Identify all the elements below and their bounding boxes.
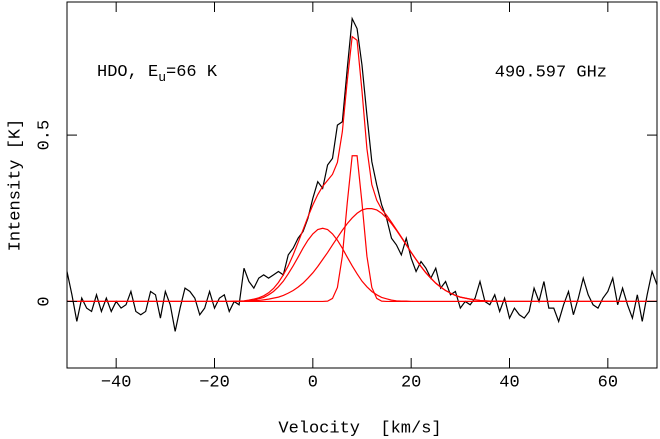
line	[67, 208, 657, 303]
annotation: HDO, Eu=66 K	[97, 63, 218, 85]
x-tick-label: 40	[499, 373, 519, 392]
y-tick-label: 0.5	[35, 120, 54, 151]
plot-area	[67, 16, 657, 332]
x-tick-label: 60	[598, 373, 618, 392]
x-tick-label: 20	[401, 373, 421, 392]
y-tick-label: 0	[35, 296, 54, 306]
frame	[66, 1, 658, 369]
annotation-text: HDO, E	[97, 63, 158, 82]
x-tick-label: −40	[101, 373, 132, 392]
x-axis-label: Velocity [km/s]	[278, 419, 441, 438]
y-axis-label: Intensity [K]	[6, 119, 25, 252]
annotation: 490.597 GHz	[495, 63, 607, 82]
line	[67, 35, 657, 303]
annotation-text: =66 K	[166, 63, 218, 82]
annotation-subscript: u	[158, 70, 166, 85]
line	[67, 16, 657, 332]
x-tick-label: −20	[199, 373, 230, 392]
x-tick-label: 0	[308, 373, 318, 392]
line	[67, 155, 657, 303]
